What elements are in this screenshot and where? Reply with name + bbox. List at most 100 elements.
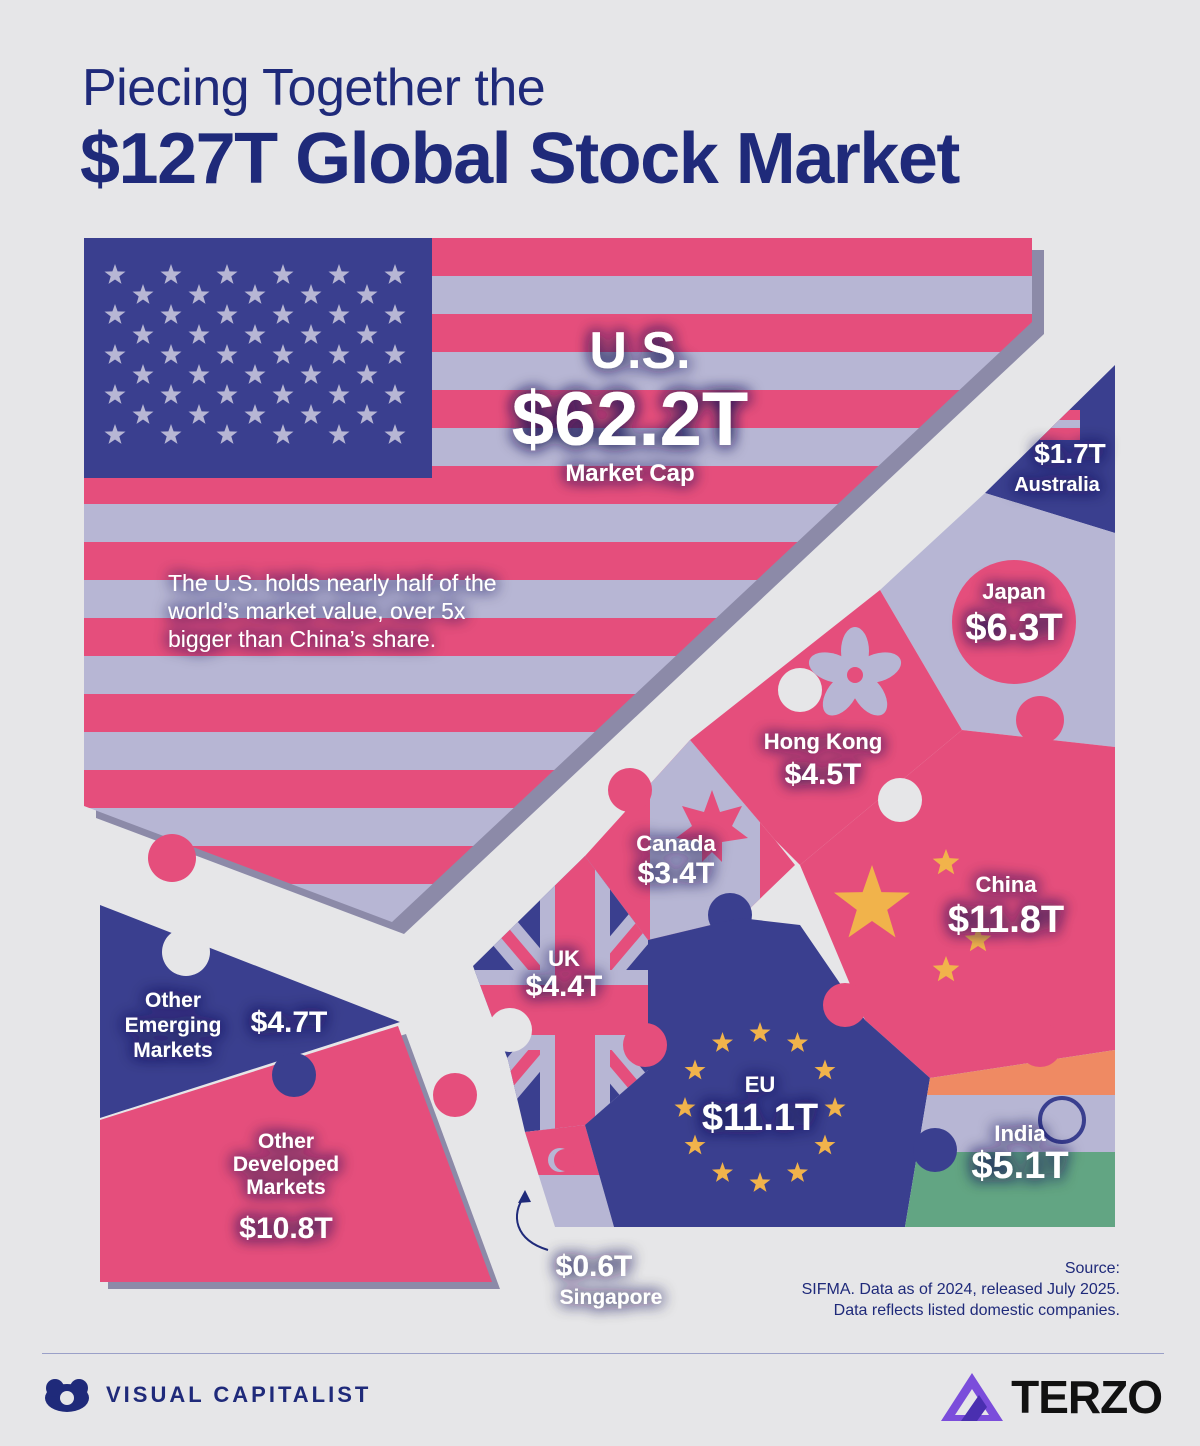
visual-capitalist-logo-icon: [45, 1379, 89, 1412]
label-odm-name-2: Developed: [233, 1153, 339, 1176]
label-us-value: $62.2T: [512, 377, 749, 462]
eu-flag-star: [674, 1097, 696, 1117]
us-flag-star: [244, 324, 266, 344]
label-japan-value: $6.3T: [965, 607, 1062, 649]
singapore-arrow: [516, 1194, 549, 1251]
us-flag-star: [272, 424, 294, 444]
label-oem-name-3: Markets: [133, 1039, 212, 1062]
us-flag-star: [244, 364, 266, 384]
us-flag-star: [300, 364, 322, 384]
piece-china: [800, 730, 1115, 1078]
us-flag-star: [104, 304, 126, 324]
us-flag-star: [272, 304, 294, 324]
us-flag-star: [356, 404, 378, 424]
visual-capitalist-logo[interactable]: VISUAL CAPITALIST: [42, 1376, 371, 1414]
eu-flag-star: [787, 1162, 808, 1182]
footer-divider: [42, 1353, 1164, 1354]
source-line-2: SIFMA. Data as of 2024, released July 20…: [801, 1281, 1120, 1298]
us-flag-star: [328, 264, 350, 284]
us-flag-star: [300, 284, 322, 304]
label-australia-value: $1.7T: [1034, 438, 1106, 469]
us-flag-star: [356, 364, 378, 384]
us-flag-star: [272, 384, 294, 404]
annotation-line-3: bigger than China’s share.: [168, 626, 436, 652]
label-eu-value: $11.1T: [702, 1097, 818, 1139]
us-flag-star: [244, 404, 266, 424]
label-us-name: U.S.: [589, 322, 690, 380]
piece-us: [84, 238, 1044, 934]
us-flag-star: [384, 344, 406, 364]
us-flag-star: [160, 304, 182, 324]
eu-flag-star: [824, 1097, 846, 1117]
us-flag-star: [188, 404, 210, 424]
label-china-value: $11.8T: [948, 899, 1064, 941]
us-flag-star: [160, 344, 182, 364]
label-india-value: $5.1T: [971, 1145, 1068, 1187]
singapore-arrow-head: [518, 1190, 531, 1203]
label-hongkong-name: Hong Kong: [764, 729, 883, 754]
us-flag-star: [384, 424, 406, 444]
us-flag-star: [384, 264, 406, 284]
terzo-logo-icon: [941, 1373, 1004, 1421]
eu-flag-star: [684, 1134, 706, 1155]
us-flag-star: [104, 264, 126, 284]
us-flag-star: [272, 264, 294, 284]
label-eu-name: EU: [745, 1072, 776, 1097]
us-flag-star: [104, 344, 126, 364]
us-flag-star: [356, 284, 378, 304]
eu-flag-star: [684, 1059, 706, 1080]
label-singapore-name: Singapore: [560, 1286, 663, 1309]
visual-capitalist-text: VISUAL CAPITALIST: [106, 1382, 372, 1407]
label-hongkong-value: $4.5T: [785, 758, 862, 791]
eu-flag-star: [814, 1134, 836, 1155]
us-flag-star: [132, 284, 154, 304]
us-flag-star: [216, 384, 238, 404]
us-flag-star: [104, 384, 126, 404]
label-us-sub: Market Cap: [565, 460, 694, 487]
us-flag-star: [216, 304, 238, 324]
us-flag-star: [328, 344, 350, 364]
eu-flag-star: [814, 1059, 836, 1080]
piece-eu: [585, 918, 930, 1227]
us-flag-star: [160, 384, 182, 404]
us-flag-star: [328, 424, 350, 444]
source-note: Source: SIFMA. Data as of 2024, released…: [802, 1258, 1120, 1321]
title-line-1: Piecing Together the: [82, 59, 546, 117]
label-singapore-value: $0.6T: [556, 1250, 633, 1283]
us-flag-star: [384, 304, 406, 324]
annotation-line-1: The U.S. holds nearly half of the: [168, 570, 497, 596]
terzo-logo[interactable]: TERZO: [939, 1370, 1163, 1424]
us-flag-star: [132, 404, 154, 424]
source-line-3: Data reflects listed domestic companies.: [833, 1302, 1120, 1319]
label-canada-value: $3.4T: [638, 857, 715, 890]
us-flag-star: [160, 424, 182, 444]
piece-other-developed: [100, 1026, 500, 1289]
source-line-1: Source:: [1064, 1260, 1120, 1277]
annotation-line-2: world’s market value, over 5x: [167, 598, 466, 624]
piece-other-emerging: [100, 905, 400, 1118]
us-flag-star: [132, 324, 154, 344]
label-australia-name: Australia: [1014, 474, 1100, 496]
label-odm-name-1: Other: [258, 1130, 314, 1153]
eu-flag-star: [712, 1032, 733, 1052]
us-flag-star: [216, 264, 238, 284]
us-flag-star: [188, 324, 210, 344]
label-japan-name: Japan: [982, 579, 1046, 604]
china-flag-small-star: [932, 956, 960, 982]
china-flag-big-star: [834, 865, 910, 938]
label-oem-name-2: Emerging: [125, 1014, 222, 1037]
us-puzzle-tab: [148, 834, 196, 882]
piece-hongkong: [690, 590, 962, 865]
us-flag-star: [300, 324, 322, 344]
label-uk-value: $4.4T: [526, 970, 603, 1003]
us-flag-star: [160, 264, 182, 284]
us-flag-star: [188, 284, 210, 304]
title-line-2: $127T Global Stock Market: [80, 119, 960, 199]
eu-flag-star: [712, 1162, 733, 1182]
us-flag-star: [356, 324, 378, 344]
us-flag-star: [328, 304, 350, 324]
us-flag-star: [216, 424, 238, 444]
label-india-name: India: [994, 1121, 1046, 1146]
eu-flag-star: [749, 1022, 771, 1042]
us-flag-star: [132, 364, 154, 384]
